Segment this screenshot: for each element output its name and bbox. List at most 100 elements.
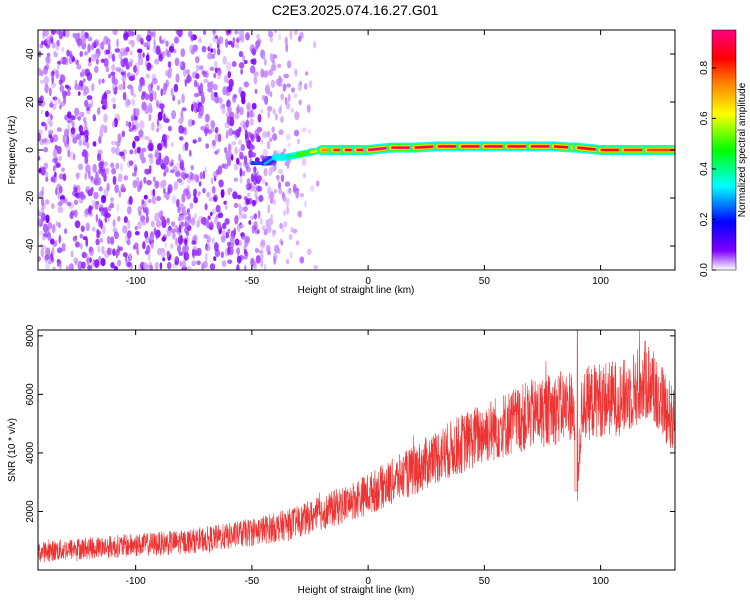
noise-speckle xyxy=(205,143,210,149)
noise-speckle xyxy=(166,217,170,223)
noise-speckle xyxy=(120,47,126,57)
snr-line xyxy=(38,330,675,563)
noise-speckle xyxy=(193,250,199,256)
noise-speckle xyxy=(213,196,217,202)
noise-speckle xyxy=(238,62,245,69)
noise-speckle xyxy=(148,89,154,96)
noise-speckle xyxy=(105,38,111,45)
noise-speckle xyxy=(181,93,185,104)
noise-speckle xyxy=(122,91,127,101)
noise-speckle xyxy=(83,129,89,138)
noise-speckle xyxy=(288,187,292,194)
noise-speckle xyxy=(260,258,264,268)
noise-speckle xyxy=(43,30,49,37)
noise-speckle xyxy=(113,231,119,240)
noise-speckle xyxy=(115,67,121,72)
noise-speckle xyxy=(123,216,128,224)
noise-speckle xyxy=(51,82,57,88)
noise-speckle xyxy=(197,101,203,109)
noise-speckle xyxy=(61,198,64,205)
noise-speckle xyxy=(145,215,149,224)
noise-speckle xyxy=(100,258,106,267)
noise-speckle xyxy=(162,86,167,96)
noise-speckle xyxy=(238,87,243,95)
noise-speckle xyxy=(240,144,245,151)
noise-speckle xyxy=(48,129,54,135)
noise-speckle xyxy=(110,236,115,245)
colorbar: 0.0 0.2 0.4 0.6 0.8 Normalized spectral ampl… xyxy=(699,29,748,277)
spectrogram-panel: -100 -50 0 50 100 -40 -20 0 20 40 Height of strai… xyxy=(7,29,676,296)
colorbar-label: Normalized spectral amplitude xyxy=(737,82,748,217)
noise-speckle xyxy=(243,60,248,64)
noise-speckle xyxy=(93,41,97,49)
noise-speckle xyxy=(66,201,72,207)
noise-speckle xyxy=(253,213,258,220)
noise-speckle xyxy=(64,56,69,66)
noise-speckle xyxy=(238,148,242,153)
snr-ticks: -100 -50 0 50 100 2000 4000 6000 8000 xyxy=(25,324,675,587)
noise-speckle xyxy=(227,150,232,160)
noise-speckle xyxy=(146,34,152,42)
noise-speckle xyxy=(155,45,161,55)
noise-speckle xyxy=(52,165,56,172)
noise-speckle xyxy=(131,172,137,177)
noise-speckle xyxy=(249,118,254,126)
noise-speckle xyxy=(172,263,178,269)
noise-speckle xyxy=(111,97,117,104)
noise-speckle xyxy=(266,224,272,234)
noise-speckle xyxy=(180,48,186,58)
noise-speckle xyxy=(255,195,259,204)
noise-speckle xyxy=(272,133,278,141)
noise-speckle xyxy=(122,80,126,91)
noise-speckle xyxy=(146,179,152,186)
noise-speckle xyxy=(41,40,44,46)
noise-speckle xyxy=(193,106,199,114)
noise-speckle xyxy=(122,225,128,234)
noise-speckle xyxy=(105,66,110,73)
noise-speckle xyxy=(195,73,200,80)
noise-speckle xyxy=(197,137,202,143)
noise-speckle xyxy=(54,239,58,247)
noise-speckle xyxy=(155,181,159,188)
noise-speckle xyxy=(118,190,122,198)
noise-speckle xyxy=(57,60,62,65)
x-tick-label: 0 xyxy=(365,276,371,287)
noise-speckle xyxy=(205,113,211,123)
spectrogram-xlabel: Height of straight line (km) xyxy=(298,285,415,296)
noise-speckle xyxy=(248,110,254,118)
noise-speckle xyxy=(173,83,179,93)
noise-speckle xyxy=(263,228,268,236)
noise-speckle xyxy=(115,163,118,170)
noise-speckle xyxy=(271,126,275,133)
noise-speckle xyxy=(155,220,162,228)
noise-speckle xyxy=(186,208,190,214)
noise-speckle xyxy=(316,180,320,187)
noise-speckle xyxy=(236,194,242,200)
noise-speckle xyxy=(110,162,115,169)
noise-speckle xyxy=(57,64,60,70)
noise-speckle xyxy=(44,254,49,263)
noise-speckle xyxy=(181,221,185,227)
noise-speckle xyxy=(177,244,181,253)
noise-speckle xyxy=(155,220,162,228)
noise-speckle xyxy=(196,64,200,72)
noise-speckle xyxy=(282,191,285,200)
noise-speckle xyxy=(260,239,266,247)
noise-speckle xyxy=(238,205,243,215)
noise-speckle xyxy=(237,104,240,114)
noise-speckle xyxy=(55,69,59,79)
noise-speckle xyxy=(233,163,239,171)
noise-speckle xyxy=(101,198,106,204)
noise-speckle xyxy=(111,75,116,85)
noise-speckle xyxy=(227,259,233,264)
noise-speckle xyxy=(155,158,161,166)
noise-speckle xyxy=(164,69,170,77)
noise-speckle xyxy=(42,233,48,238)
noise-speckle xyxy=(129,252,132,260)
noise-speckle xyxy=(58,30,63,40)
noise-speckle xyxy=(114,184,119,194)
noise-speckle xyxy=(112,219,116,228)
noise-speckle xyxy=(262,131,268,139)
noise-speckle xyxy=(288,233,293,241)
